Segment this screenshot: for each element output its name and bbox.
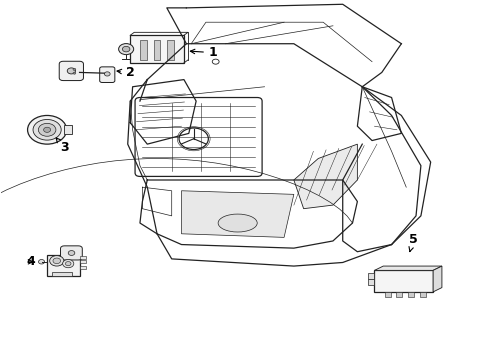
FancyBboxPatch shape	[60, 246, 82, 260]
Text: 3: 3	[56, 138, 69, 154]
Bar	[368, 279, 374, 285]
Bar	[130, 35, 184, 63]
Bar	[385, 292, 391, 297]
Circle shape	[53, 258, 61, 264]
Bar	[141, 40, 147, 60]
Text: 4: 4	[26, 255, 35, 268]
Circle shape	[44, 127, 50, 132]
Bar	[80, 256, 86, 258]
Bar	[368, 273, 374, 279]
Bar	[420, 292, 426, 297]
Circle shape	[73, 72, 76, 74]
Bar	[80, 260, 86, 263]
Bar	[80, 266, 86, 269]
Circle shape	[39, 260, 45, 264]
Circle shape	[49, 256, 64, 266]
Circle shape	[33, 120, 61, 140]
Bar	[374, 270, 433, 292]
Text: 2: 2	[117, 66, 135, 79]
Text: 1: 1	[191, 46, 218, 59]
Bar	[408, 292, 414, 297]
Bar	[64, 126, 72, 134]
Text: 5: 5	[409, 233, 418, 252]
Circle shape	[119, 44, 134, 55]
Circle shape	[68, 251, 75, 256]
Circle shape	[38, 123, 56, 136]
Circle shape	[73, 68, 76, 71]
Circle shape	[67, 68, 75, 74]
Bar	[47, 255, 80, 276]
Circle shape	[66, 262, 71, 266]
Circle shape	[63, 260, 74, 268]
Bar	[154, 40, 160, 60]
FancyBboxPatch shape	[99, 67, 115, 82]
Bar	[52, 272, 72, 276]
Circle shape	[122, 46, 130, 52]
Circle shape	[27, 116, 67, 144]
Polygon shape	[181, 191, 294, 237]
FancyBboxPatch shape	[59, 61, 83, 81]
Bar	[167, 40, 174, 60]
Polygon shape	[374, 266, 442, 270]
Bar	[396, 292, 402, 297]
Polygon shape	[294, 144, 357, 209]
Ellipse shape	[218, 214, 257, 232]
Circle shape	[104, 72, 110, 76]
Polygon shape	[433, 266, 442, 292]
